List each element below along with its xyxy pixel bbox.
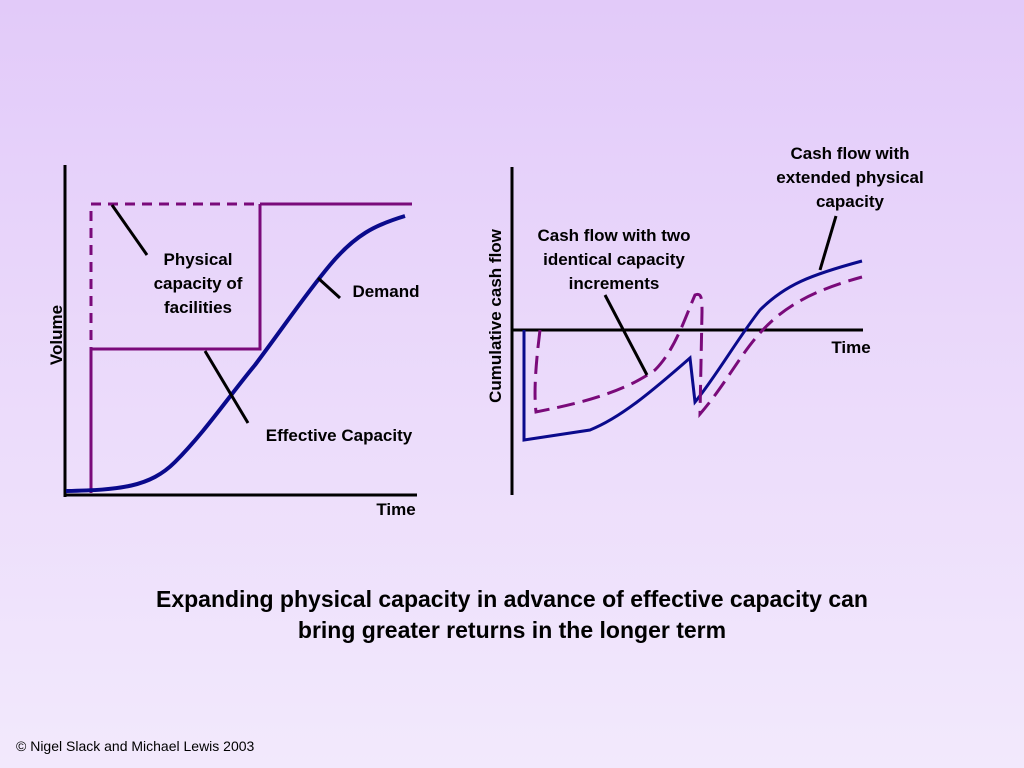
extended-capacity-cashflow-curve xyxy=(522,259,863,442)
right-diagram xyxy=(510,167,863,495)
physical-capacity-pointer xyxy=(110,204,149,256)
two-increments-cashflow-curve xyxy=(533,275,863,419)
copyright-notice: © Nigel Slack and Michael Lewis 2003 xyxy=(16,738,255,754)
extended-capacity-label: Cash flow with extended physical capacit… xyxy=(776,144,924,211)
right-y-axis-label: Cumulative cash flow xyxy=(486,229,505,403)
left-diagram xyxy=(63,165,417,497)
effective-capacity-pointer xyxy=(203,350,250,424)
physical-capacity-label: Physical capacity of facilities xyxy=(153,250,243,317)
left-x-axis-label: Time xyxy=(376,500,416,519)
demand-curve xyxy=(65,214,406,493)
extended-capacity-pointer xyxy=(818,215,838,271)
right-x-axis-label: Time xyxy=(831,338,871,357)
effective-capacity-line xyxy=(89,204,262,493)
demand-label: Demand xyxy=(352,282,420,301)
slide-caption: Expanding physical capacity in advance o… xyxy=(155,586,868,643)
two-increments-label: Cash flow with two identical capacity in… xyxy=(537,226,691,293)
left-y-axis-label: Volume xyxy=(47,304,66,366)
demand-pointer xyxy=(316,276,342,300)
physical-capacity-dashed-line xyxy=(89,202,260,493)
effective-capacity-label: Effective Capacity xyxy=(265,426,413,445)
two-increments-pointer xyxy=(603,294,649,376)
